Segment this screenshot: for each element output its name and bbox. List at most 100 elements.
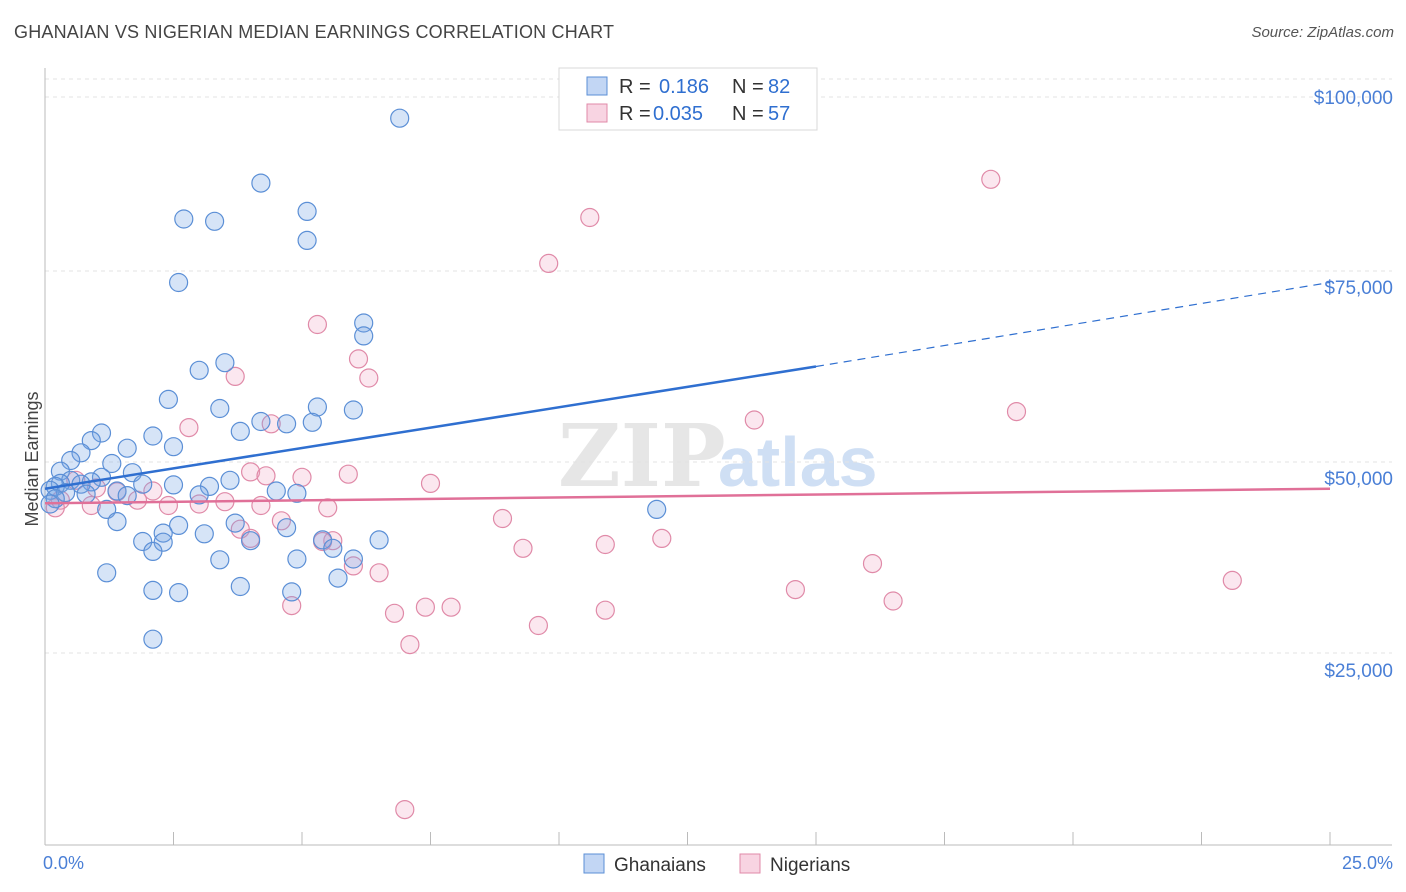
ghanaians-point xyxy=(107,511,127,532)
ghanaians-point xyxy=(91,423,112,443)
nigerians-point xyxy=(318,498,338,518)
nigerians-point xyxy=(862,553,883,574)
nigerians-point xyxy=(282,595,302,616)
ghanaians-point xyxy=(297,230,317,250)
ghanaians-point xyxy=(107,481,127,501)
nigerians-point xyxy=(158,495,178,516)
legend-bottom-label-nigerians: Nigerians xyxy=(770,855,850,876)
nigerians-point xyxy=(652,528,672,549)
nigerians-point xyxy=(292,467,312,487)
nigerians-point xyxy=(595,600,615,620)
nigerians-point xyxy=(883,591,903,611)
legend-swatch-nigerians xyxy=(586,103,608,123)
nigerians-point xyxy=(251,495,271,516)
ghanaians-point xyxy=(189,360,209,380)
legend-n-value-1: 82 xyxy=(768,76,790,98)
ghanaians-point xyxy=(343,549,363,569)
nigerians-point xyxy=(348,349,369,369)
nigerians-point xyxy=(981,169,1001,189)
nigerians-point xyxy=(143,481,163,501)
legend-n-label-2: N = xyxy=(732,103,764,125)
legend-r-value-2: 0.035 xyxy=(653,103,703,125)
nigerians-point xyxy=(323,531,343,551)
ghanaians-point xyxy=(302,412,322,432)
nigerians-point xyxy=(400,634,420,655)
trend-lines xyxy=(44,281,1331,505)
ghanaians-point xyxy=(163,475,184,495)
x-ticks xyxy=(44,832,1331,845)
nigerians-point xyxy=(369,563,389,583)
legend-n-label-1: N = xyxy=(732,76,764,98)
ghanaians-point xyxy=(205,211,225,231)
ghanaians-point xyxy=(220,470,240,490)
nigerians-point xyxy=(595,534,615,555)
nigerians-point xyxy=(225,366,245,386)
ghanaians-point xyxy=(117,486,137,506)
nigerians-point xyxy=(528,615,549,636)
legend-n-value-2: 57 xyxy=(768,103,790,125)
nigerians-point xyxy=(580,207,600,228)
nigerians-trend-line xyxy=(44,487,1331,505)
legend-bottom: Ghanaians Nigerians xyxy=(583,853,850,876)
ghanaians-point xyxy=(307,397,327,417)
ghanaians-point xyxy=(277,518,297,538)
ghanaians-point xyxy=(117,438,137,458)
ghanaians-point xyxy=(169,582,189,603)
ghanaians-point xyxy=(143,541,163,562)
legend-top: R = 0.186 N = 82 R = 0.035 N = 57 xyxy=(558,67,818,131)
ghanaians-point xyxy=(277,414,297,434)
ghanaians-point xyxy=(287,483,307,503)
ghanaians-point xyxy=(55,483,76,503)
ghanaians-point xyxy=(133,474,153,494)
ghanaians-point xyxy=(97,499,117,519)
ghanaians-point xyxy=(76,484,96,504)
ghanaians-point xyxy=(174,209,194,229)
ghanaians-point xyxy=(169,272,189,293)
ghanaians-point xyxy=(230,421,250,441)
ghanaians-point xyxy=(225,513,245,533)
ghanaians-points xyxy=(40,108,667,649)
nigerians-point xyxy=(86,478,107,498)
ghanaians-point xyxy=(328,568,348,588)
ghanaians-point xyxy=(143,426,163,446)
y-tick-25000: $25,000 xyxy=(1324,661,1393,682)
nigerians-point xyxy=(179,418,199,438)
ghanaians-point xyxy=(210,550,230,570)
nigerians-point xyxy=(395,799,415,820)
nigerians-point xyxy=(1222,570,1242,591)
nigerians-point xyxy=(81,495,101,516)
ghanaians-point xyxy=(143,580,163,601)
nigerians-point xyxy=(256,466,276,486)
ghanaians-point xyxy=(143,629,163,649)
nigerians-point xyxy=(492,508,513,529)
ghanaians-point xyxy=(297,201,317,221)
ghanaians-point xyxy=(354,326,374,346)
ghanaians-point xyxy=(97,563,117,583)
x-tick-min: 0.0% xyxy=(43,853,84,873)
legend-r-label-2: R = xyxy=(619,103,651,125)
ghanaians-point xyxy=(169,515,189,536)
source-credit: Source: ZipAtlas.com xyxy=(1251,24,1394,41)
nigerians-point xyxy=(441,597,461,617)
ghanaians-point xyxy=(241,531,261,551)
y-tick-50000: $50,000 xyxy=(1324,469,1393,490)
ghanaians-point xyxy=(215,353,235,373)
nigerians-point xyxy=(307,314,327,335)
legend-bottom-label-ghanaians: Ghanaians xyxy=(614,855,706,876)
ghanaians-point xyxy=(343,400,363,420)
nigerians-point xyxy=(343,556,363,576)
ghanaians-point xyxy=(71,443,91,463)
ghanaians-point xyxy=(230,576,250,597)
nigerians-point xyxy=(241,462,261,482)
ghanaians-point xyxy=(133,531,153,552)
ghanaians-point xyxy=(647,499,667,519)
ghanaians-point xyxy=(266,481,286,501)
ghanaians-point xyxy=(369,530,389,550)
nigerians-point xyxy=(1006,402,1027,422)
nigerians-point xyxy=(744,410,764,430)
nigerians-point xyxy=(338,464,358,484)
grid xyxy=(45,78,1392,654)
ghanaians-point xyxy=(163,437,184,457)
nigerians-point xyxy=(539,253,559,273)
